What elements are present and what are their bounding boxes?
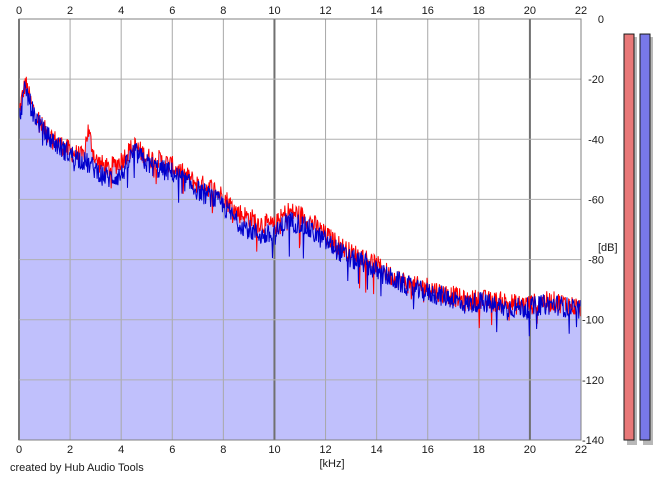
x-axis-label: [kHz] xyxy=(319,458,344,470)
credit-text: created by Hub Audio Tools xyxy=(10,462,144,474)
y-tick-label: -40 xyxy=(588,134,604,146)
x-tick-label-bottom: 8 xyxy=(220,444,226,456)
y-axis-label: [dB] xyxy=(598,242,618,254)
x-tick-label-bottom: 6 xyxy=(169,444,175,456)
x-tick-label-bottom: 16 xyxy=(422,444,434,456)
y-tick-label: -140 xyxy=(582,435,604,447)
level-meter-left xyxy=(623,33,635,441)
level-meter-right xyxy=(639,33,651,441)
y-tick-label: 0 xyxy=(598,14,604,26)
series-line-blue xyxy=(18,81,582,337)
x-tick-label-top: 4 xyxy=(118,5,124,17)
x-tick-label-top: 12 xyxy=(319,5,331,17)
x-tick-label-top: 20 xyxy=(524,5,536,17)
y-tick-label: -20 xyxy=(588,74,604,86)
x-tick-label-bottom: 2 xyxy=(67,444,73,456)
x-tick-label-bottom: 20 xyxy=(524,444,536,456)
x-tick-label-bottom: 4 xyxy=(118,444,124,456)
x-tick-label-top: 2 xyxy=(67,5,73,17)
x-tick-label-top: 16 xyxy=(422,5,434,17)
x-tick-label-top: 14 xyxy=(371,5,383,17)
x-tick-label-top: 10 xyxy=(268,5,280,17)
y-tick-label: -80 xyxy=(588,255,604,267)
x-tick-label-bottom: 0 xyxy=(16,444,22,456)
x-tick-label-top: 18 xyxy=(473,5,485,17)
y-tick-label: -60 xyxy=(588,194,604,206)
x-tick-label-bottom: 10 xyxy=(268,444,280,456)
x-tick-label-bottom: 18 xyxy=(473,444,485,456)
x-tick-label-bottom: 22 xyxy=(575,444,587,456)
x-tick-label-top: 22 xyxy=(575,5,587,17)
x-tick-label-top: 6 xyxy=(169,5,175,17)
spectrum-fill-area xyxy=(19,76,581,441)
y-tick-label: -100 xyxy=(582,315,604,327)
x-tick-label-top: 8 xyxy=(220,5,226,17)
plot-border xyxy=(18,18,582,441)
x-tick-label-bottom: 12 xyxy=(319,444,331,456)
y-tick-label: -120 xyxy=(582,375,604,387)
x-tick-label-bottom: 14 xyxy=(371,444,383,456)
x-tick-label-top: 0 xyxy=(16,5,22,17)
